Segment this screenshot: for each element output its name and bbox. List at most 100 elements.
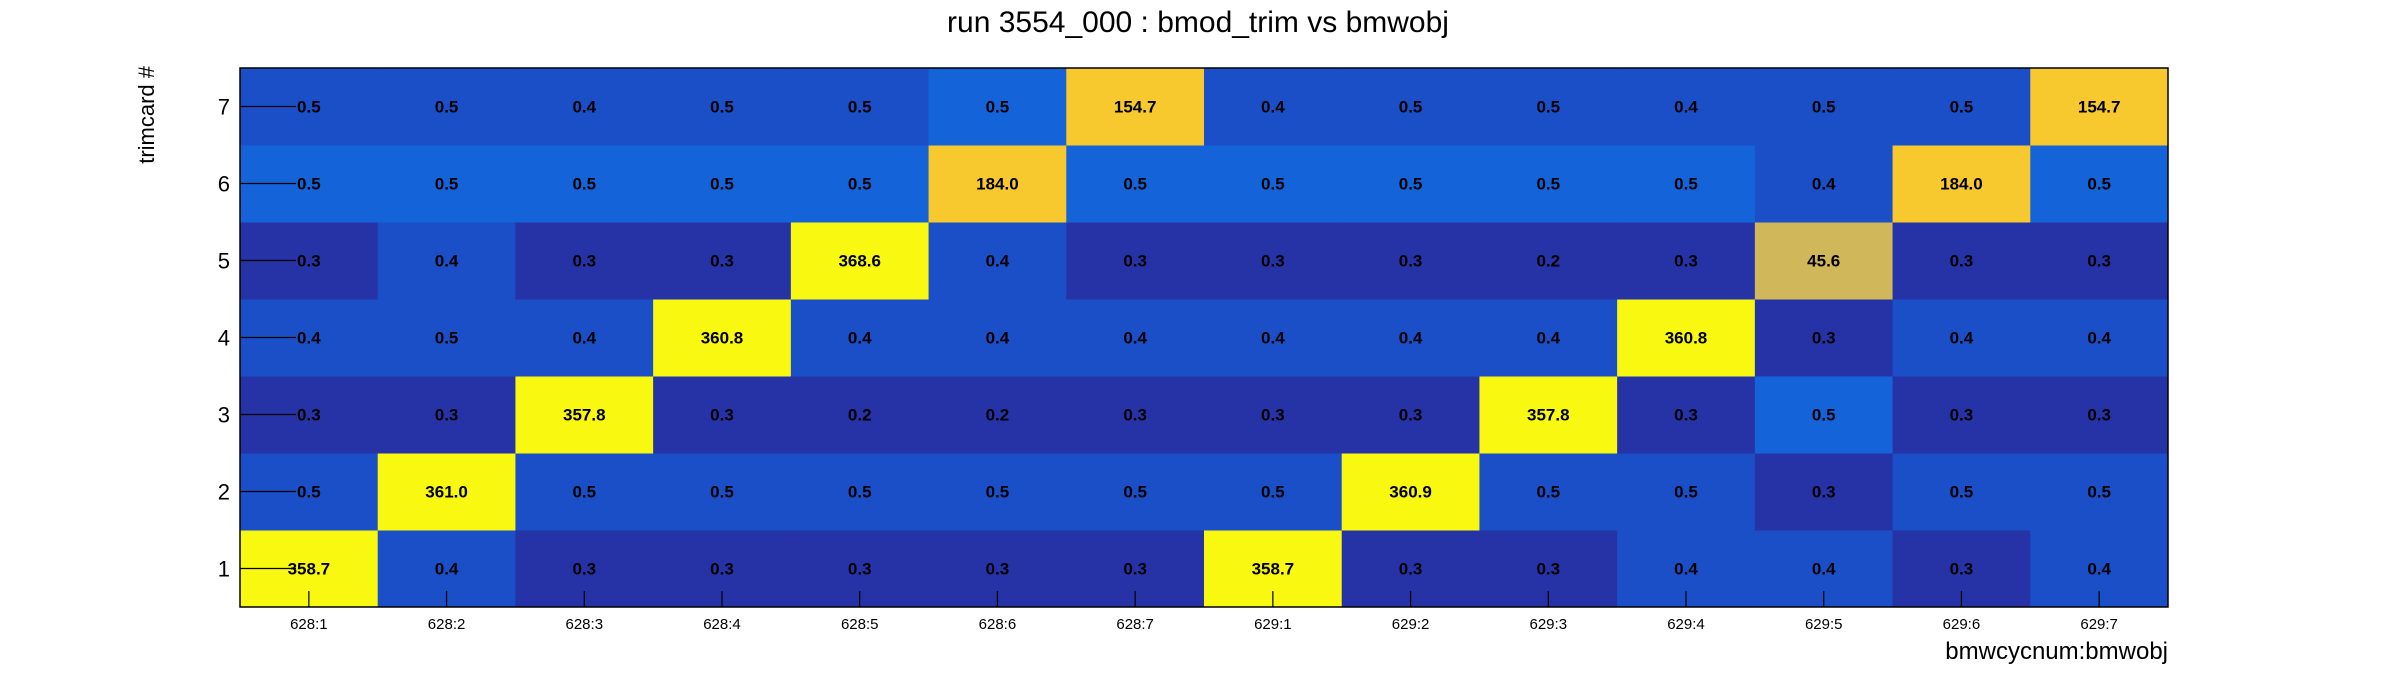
heatmap-cell: [790, 68, 930, 146]
heatmap-cell: [1617, 376, 1756, 454]
cell-value-label: 0.5: [1123, 175, 1147, 194]
heatmap-cell: [1479, 453, 1618, 531]
heatmap-cell: [1754, 299, 1894, 377]
x-tick-label: 628:3: [566, 616, 604, 633]
heatmap-cell: [1754, 145, 1894, 223]
y-axis-label: trimcard #: [134, 65, 159, 164]
heatmap-cell: [515, 222, 654, 300]
cell-value-label: 0.3: [297, 406, 321, 425]
x-tick-label: 628:1: [290, 616, 328, 633]
cell-value-label: 154.7: [2078, 98, 2121, 117]
heatmap-cell: [515, 453, 654, 531]
cell-value-label: 0.3: [1812, 329, 1836, 348]
cell-value-label: 0.5: [1812, 98, 1836, 117]
cell-value-label: 0.4: [1674, 560, 1698, 579]
heatmap-cell: [1066, 299, 1205, 377]
heatmap-cell: [653, 222, 792, 300]
cell-value-label: 0.5: [435, 175, 459, 194]
heatmap-cell: [653, 299, 792, 377]
cell-value-label: 0.5: [435, 98, 459, 117]
y-tick-label: 5: [218, 249, 230, 274]
heatmap-cell: [1479, 299, 1618, 377]
heatmap-cell: [1754, 222, 1894, 300]
cell-value-label: 0.5: [986, 483, 1010, 502]
heatmap-cell: [1066, 376, 1205, 454]
cell-value-label: 0.4: [1261, 329, 1285, 348]
cell-value-label: 0.3: [1536, 560, 1560, 579]
heatmap-cell: [2030, 68, 2169, 146]
cell-value-label: 0.3: [1261, 252, 1285, 271]
y-tick-label: 2: [218, 480, 230, 505]
heatmap-cell: [1341, 68, 1480, 146]
cell-value-label: 0.5: [1812, 406, 1836, 425]
y-tick-label: 4: [218, 326, 230, 351]
chart-title: run 3554_000 : bmod_trim vs bmwobj: [947, 6, 1449, 39]
heatmap-cell: [1066, 68, 1205, 146]
heatmap-cell: [1892, 453, 2031, 531]
heatmap-cell: [1617, 222, 1756, 300]
cell-value-label: 0.5: [1399, 98, 1423, 117]
cell-value-label: 0.4: [1399, 329, 1423, 348]
heatmap-cell: [1479, 145, 1618, 223]
heatmap-cell: [653, 376, 792, 454]
heatmap-cell: [1479, 222, 1618, 300]
x-tick-label: 629:1: [1254, 616, 1292, 633]
cell-value-label: 0.3: [1399, 406, 1423, 425]
heatmap-cell: [1754, 376, 1894, 454]
heatmap-cell: [1204, 222, 1343, 300]
cell-value-label: 0.5: [2087, 175, 2111, 194]
cell-value-label: 0.5: [710, 175, 734, 194]
heatmap-cell: [2030, 299, 2169, 377]
heatmap-cell: [928, 68, 1067, 146]
cell-value-label: 0.5: [297, 483, 321, 502]
cell-value-label: 0.4: [1261, 98, 1285, 117]
heatmap-cell: [1479, 68, 1618, 146]
heatmap-cell: [653, 145, 792, 223]
cell-value-label: 0.5: [2087, 483, 2111, 502]
cell-value-label: 360.9: [1389, 483, 1432, 502]
cell-value-label: 0.3: [1812, 483, 1836, 502]
cell-value-label: 0.3: [1261, 406, 1285, 425]
heatmap-cell: [1617, 299, 1756, 377]
cell-value-label: 357.8: [563, 406, 606, 425]
heatmap-cell: [790, 376, 930, 454]
cell-value-label: 0.4: [1536, 329, 1560, 348]
cell-value-label: 0.3: [1674, 252, 1698, 271]
heatmap-cell: [1204, 68, 1343, 146]
cell-value-label: 0.4: [572, 329, 596, 348]
cell-value-label: 0.5: [710, 483, 734, 502]
heatmap-cell: [653, 453, 792, 531]
x-tick-label: 629:5: [1805, 616, 1843, 633]
cell-value-label: 0.5: [1950, 483, 1974, 502]
heatmap-cell: [653, 68, 792, 146]
x-tick-label: 628:5: [841, 616, 879, 633]
x-tick-label: 629:2: [1392, 616, 1430, 633]
cell-value-label: 0.4: [848, 329, 872, 348]
heatmap-cell: [377, 145, 516, 223]
cell-value-label: 0.4: [2087, 329, 2111, 348]
cell-value-label: 0.5: [1399, 175, 1423, 194]
heatmap-cell: [1204, 299, 1343, 377]
x-tick-label: 629:3: [1530, 616, 1568, 633]
cell-value-label: 0.3: [1950, 406, 1974, 425]
cell-value-label: 0.5: [1950, 98, 1974, 117]
cell-value-label: 0.5: [435, 329, 459, 348]
x-tick-label: 628:6: [979, 616, 1017, 633]
y-tick-label: 3: [218, 403, 230, 428]
heatmap-cell: [377, 299, 516, 377]
cell-value-label: 0.3: [2087, 252, 2111, 271]
cell-value-label: 358.7: [288, 560, 331, 579]
cell-value-labels: 358.7 0.4 0.3 0.3 0.3 0.3 0.3 358.7 0.3 0.3 0.4 0.4…: [288, 98, 2121, 579]
cell-value-label: 0.4: [1812, 175, 1836, 194]
heatmap-cell: [928, 453, 1067, 531]
cell-value-label: 0.4: [297, 329, 321, 348]
cell-value-label: 0.2: [1536, 252, 1560, 271]
y-tick-label: 7: [218, 95, 230, 120]
heatmap-cell: [1341, 453, 1480, 531]
heatmap-cell: [928, 376, 1067, 454]
heatmap-cell: [2030, 145, 2169, 223]
cell-value-label: 0.2: [986, 406, 1010, 425]
cell-value-label: 0.4: [1674, 98, 1698, 117]
